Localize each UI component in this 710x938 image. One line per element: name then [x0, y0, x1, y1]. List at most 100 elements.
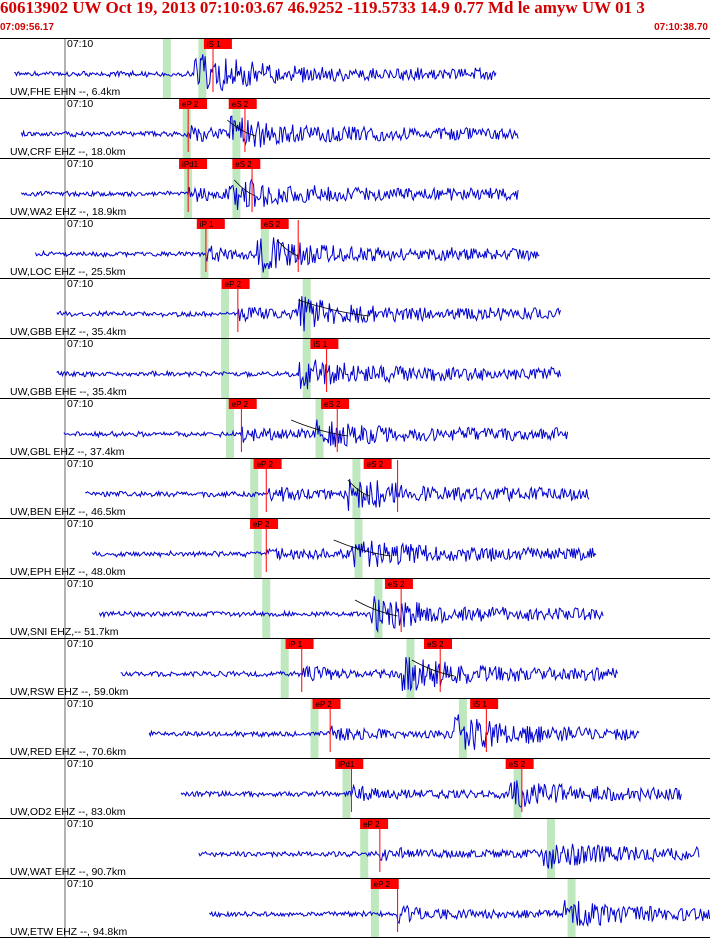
time-marker-label: 07:10 — [67, 278, 93, 290]
pick-label: eP 2 — [316, 700, 333, 709]
theoretical-arrival-band — [280, 639, 289, 698]
time-marker-label: 07:10 — [67, 338, 93, 350]
trace-panel[interactable]: 07:10 eP 2 eS 2 UW,BEN EHZ --, 46.5km — [0, 458, 710, 518]
theoretical-arrival-band — [253, 519, 262, 578]
theoretical-arrival-band — [250, 459, 259, 518]
trace-panel[interactable]: 07:10 eP 2 eS 2 UW,GBL EHZ --, 37.4km — [0, 398, 710, 458]
trace-panel[interactable]: 07:10 eP 2 UW,EPH EHZ --, 48.0km — [0, 518, 710, 578]
travel-time-curve — [298, 299, 370, 317]
phase-pick[interactable]: eP 2 — [250, 519, 279, 572]
pick-box — [228, 399, 257, 409]
pick-label: eS 2 — [324, 400, 341, 409]
phase-pick[interactable]: iP 1 — [285, 639, 314, 692]
phase-pick[interactable]: iPd1 — [179, 159, 208, 212]
phase-pick[interactable]: eP 2 — [221, 279, 250, 332]
pick-label: eP 2 — [232, 400, 249, 409]
theoretical-arrival-band — [182, 99, 191, 158]
phase-pick[interactable]: iS 1 — [470, 699, 499, 752]
travel-time-curve — [411, 659, 455, 677]
pick-box — [203, 39, 232, 49]
phase-pick[interactable]: eS 2 — [228, 99, 257, 152]
phase-pick[interactable]: eP 2 — [360, 819, 389, 872]
waveform — [209, 900, 710, 928]
pick-label: eP 2 — [363, 820, 380, 829]
phase-pick[interactable]: iPd1 — [335, 759, 364, 812]
trace-panel[interactable]: 07:10 eP 2 eS 2 UW,CRF EHZ --, 18.0km — [0, 98, 710, 158]
theoretical-arrival-band — [221, 339, 230, 398]
pick-box — [196, 219, 225, 229]
pick-box — [232, 159, 261, 169]
trace-panel[interactable]: 07:10 iS 1 UW,GBB EHE --, 35.4km — [0, 338, 710, 398]
phase-pick[interactable]: eP 2 — [253, 459, 282, 512]
time-marker-label: 07:10 — [67, 818, 93, 830]
pick-box — [228, 99, 257, 109]
waveform — [85, 479, 590, 511]
window-start-time: 07:09:56.17 — [0, 22, 54, 33]
trace-panel[interactable]: 07:10 iPd1 eS 2 UW,WA2 EHZ --, 18.9km — [0, 158, 710, 218]
phase-pick[interactable]: eS 2 — [232, 159, 261, 212]
pick-box — [250, 519, 279, 529]
window-end-time: 07:10:38.70 — [654, 22, 708, 33]
travel-time-curve — [234, 179, 256, 197]
time-marker-label: 07:10 — [67, 398, 93, 410]
phase-pick[interactable]: eS 2 — [505, 759, 534, 812]
trace-panel[interactable]: 07:10 eS 2 UW,SNI EHZ,-- 51.7km — [0, 578, 710, 638]
phase-pick[interactable]: eP 2 — [370, 879, 399, 932]
station-label: UW,CRF EHZ --, 18.0km — [10, 146, 126, 158]
theoretical-arrival-band — [406, 639, 415, 698]
waveform — [56, 359, 561, 390]
pick-label: eP 2 — [374, 880, 391, 889]
waveform — [98, 596, 604, 634]
theoretical-arrival-band — [198, 39, 207, 98]
phase-pick[interactable]: eS 2 — [321, 399, 350, 452]
travel-time-curve — [354, 599, 398, 617]
pick-label: eS 2 — [264, 220, 281, 229]
phase-pick[interactable]: iS 1 — [310, 339, 339, 392]
theoretical-arrival-band — [370, 879, 379, 938]
phase-pick[interactable]: eS 2 — [384, 579, 413, 632]
time-marker-label: 07:10 — [67, 218, 93, 230]
trace-panel[interactable]: 07:10 iP 1 eS 2 UW,LOC EHZ --, 25.5km — [0, 218, 710, 278]
waveform — [120, 657, 618, 692]
pick-label: iPd1 — [182, 160, 199, 169]
station-label: UW,RSW EHZ --, 59.0km — [10, 686, 129, 698]
trace-panel[interactable]: 07:10 eP 2 UW,WAT EHZ --, 90.7km — [0, 818, 710, 878]
trace-panel[interactable]: 07:10 iP 1 eS 2 UW,RSW EHZ --, 59.0km — [0, 638, 710, 698]
pick-label: iS 1 — [207, 40, 221, 49]
station-label: UW,GBL EHZ --, 37.4km — [10, 446, 125, 458]
waveform — [14, 54, 497, 92]
phase-pick[interactable]: eP 2 — [179, 99, 208, 152]
travel-time-curve — [347, 479, 370, 497]
pick-label: eP 2 — [253, 520, 270, 529]
theoretical-arrival-band — [262, 579, 271, 638]
waveform — [56, 296, 561, 332]
theoretical-arrival-band — [310, 699, 319, 758]
travel-time-curve — [333, 539, 391, 557]
theoretical-arrival-band — [260, 219, 269, 278]
seismogram-plot[interactable]: 07:10 iS 1UW,FHE EHN --, 6.4km 07:10 eP 2 eS… — [0, 38, 710, 938]
trace-panel[interactable]: 07:10 eP 2 iS 1 UW,RED EHZ --, 70.6km — [0, 698, 710, 758]
pick-box — [360, 819, 389, 829]
phase-pick[interactable]: eS 2 — [260, 219, 299, 272]
phase-pick[interactable]: iP 1 — [196, 219, 225, 272]
station-label: UW,SNI EHZ,-- 51.7km — [10, 626, 119, 638]
pick-label: eS 2 — [367, 460, 384, 469]
pick-label: iS 1 — [313, 340, 327, 349]
phase-pick[interactable]: eP 2 — [312, 699, 341, 752]
trace-panel[interactable]: 07:10 eP 2 UW,ETW EHZ --, 94.8km — [0, 878, 710, 938]
time-marker-label: 07:10 — [67, 158, 93, 170]
pick-label: eP 2 — [257, 460, 274, 469]
trace-panel[interactable]: 07:10 eP 2 UW,GBB EHZ --, 35.4km — [0, 278, 710, 338]
phase-pick[interactable]: eS 2 — [424, 639, 452, 692]
phase-pick[interactable]: eP 2 — [228, 399, 257, 452]
waveform — [148, 714, 640, 750]
trace-panel[interactable]: 07:10 iS 1 UW,FHE EHN --, 6.4km — [0, 38, 710, 98]
phase-pick[interactable]: eS 2 — [363, 459, 399, 512]
trace-panel[interactable]: 07:10 iPd1 eS 2 UW,OD2 EHZ --, 83.0km — [0, 758, 710, 818]
phase-pick[interactable]: iS 1 — [203, 39, 232, 92]
pick-label: eP 2 — [225, 280, 242, 289]
pick-box — [221, 279, 250, 289]
station-label: UW,OD2 EHZ --, 83.0km — [10, 806, 126, 818]
pick-box — [260, 219, 289, 229]
waveform — [198, 843, 700, 869]
